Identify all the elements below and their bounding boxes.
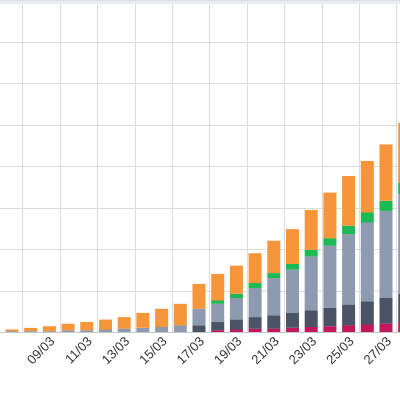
bar-segment xyxy=(61,330,75,332)
x-axis: 09/03 11/03 13/03 15/03 17/03 19/03 21/03 23/03… xyxy=(0,332,400,368)
grid xyxy=(0,0,400,333)
bar-segment xyxy=(99,329,112,332)
x-tick-label: 09/03 xyxy=(24,334,58,368)
bar-segment xyxy=(229,265,243,294)
bar-segment xyxy=(379,323,393,332)
bar-segment xyxy=(360,324,374,332)
bar-segment xyxy=(229,298,243,320)
bar-segment xyxy=(24,331,38,332)
bar-segment xyxy=(192,283,206,309)
bar-segment xyxy=(304,310,318,327)
bar-segment xyxy=(136,312,150,328)
bar-segment xyxy=(267,278,281,316)
bar-segment xyxy=(155,308,169,328)
bar-segment xyxy=(211,330,225,332)
bar-segment xyxy=(360,301,374,325)
bar-segment xyxy=(323,192,337,239)
bar-segment xyxy=(173,325,187,332)
bar-segment xyxy=(286,269,299,313)
bar-segment xyxy=(117,328,131,332)
bar-segment xyxy=(61,323,75,331)
bar-segment xyxy=(267,328,281,332)
bar-segment xyxy=(323,245,337,308)
bar-segment xyxy=(24,327,38,332)
bar-segment xyxy=(211,273,225,301)
bar-segment xyxy=(286,327,299,332)
bar-segment xyxy=(5,331,19,332)
bar-segment xyxy=(342,325,356,332)
bar-segment xyxy=(248,288,262,318)
x-tick-label: 21/03 xyxy=(248,334,282,368)
bar-segment xyxy=(211,300,225,304)
bar-segment xyxy=(229,319,243,330)
bar-segment xyxy=(229,293,243,298)
bar-segment xyxy=(42,326,56,332)
bar-segment xyxy=(80,322,94,331)
bar-segment xyxy=(248,328,262,332)
bar-segment xyxy=(398,322,400,332)
bar-segment xyxy=(360,222,374,302)
bar-segment xyxy=(304,256,318,311)
x-tick-label: 25/03 xyxy=(323,334,357,368)
bar-segment xyxy=(99,319,112,330)
bar-segment xyxy=(267,315,281,329)
bar-segment xyxy=(248,317,262,329)
bar-segment xyxy=(42,331,56,332)
bar-segment xyxy=(398,293,400,322)
x-tick-label: 23/03 xyxy=(286,334,320,368)
x-tick-label: 15/03 xyxy=(136,334,170,368)
bar-segment xyxy=(248,253,262,284)
bars xyxy=(5,122,400,332)
bar-segment xyxy=(80,330,94,332)
bar-segment xyxy=(192,308,206,326)
x-tick-label: 13/03 xyxy=(99,334,133,368)
x-tick-label: 11/03 xyxy=(62,334,95,367)
bar-segment xyxy=(379,298,393,324)
bar-segment xyxy=(173,303,187,326)
bar-segment xyxy=(379,200,393,211)
bar-segment xyxy=(286,229,299,264)
bar-segment xyxy=(229,329,243,332)
bar-segment xyxy=(323,326,337,332)
bar-segment xyxy=(342,304,356,326)
bar-segment xyxy=(398,182,400,195)
bar-segment xyxy=(323,307,337,327)
x-tick-label: 27/03 xyxy=(361,334,395,368)
bar-segment xyxy=(379,144,393,201)
bar-segment xyxy=(192,325,206,332)
bar-segment xyxy=(5,329,19,332)
bar-segment xyxy=(248,283,262,288)
bar-segment xyxy=(379,210,393,298)
bar-segment xyxy=(136,327,150,332)
bar-segment xyxy=(360,161,374,213)
bar-segment xyxy=(304,210,318,250)
bar-segment xyxy=(211,322,225,331)
bar-segment xyxy=(342,176,356,226)
bar-segment xyxy=(286,312,299,328)
bar-segment xyxy=(398,194,400,294)
top-strip xyxy=(0,0,400,4)
bar-segment xyxy=(398,122,400,183)
bar-segment xyxy=(211,303,225,323)
bar-segment xyxy=(117,317,131,329)
bar-segment xyxy=(342,234,356,305)
bar-segment xyxy=(286,263,299,270)
bar-segment xyxy=(342,225,356,235)
bar-segment xyxy=(155,327,169,332)
bar-segment xyxy=(360,212,374,223)
bar-segment xyxy=(267,273,281,279)
bar-segment xyxy=(323,238,337,246)
x-tick-label: 19/03 xyxy=(211,334,245,368)
bar-segment xyxy=(304,249,318,257)
bar-segment xyxy=(267,240,281,274)
x-tick-label: 17/03 xyxy=(174,334,208,368)
bar-segment xyxy=(304,327,318,332)
